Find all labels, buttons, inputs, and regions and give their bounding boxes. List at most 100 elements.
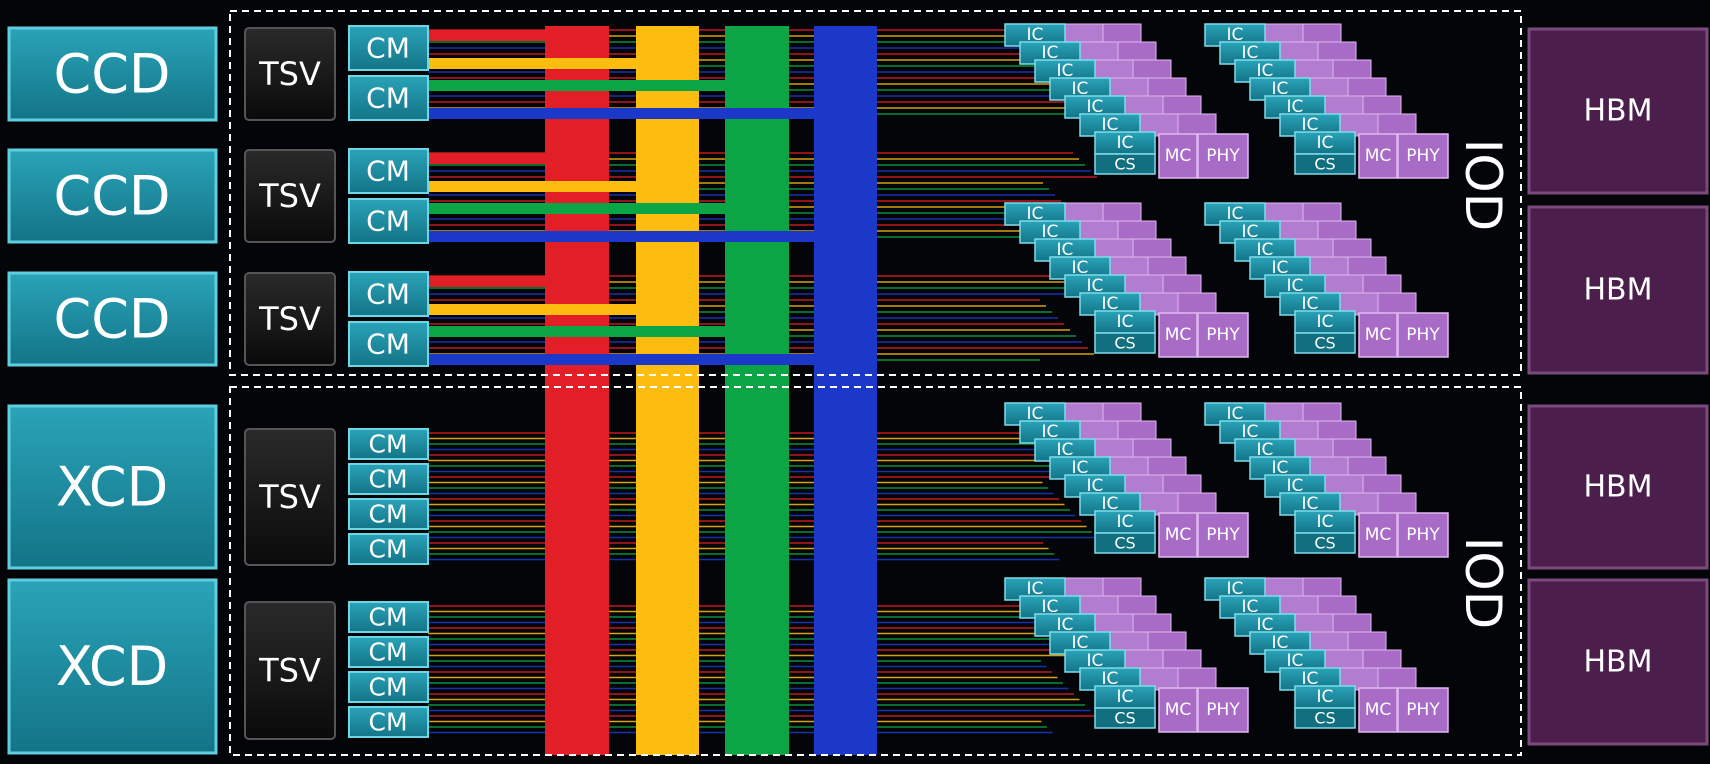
ic-label: IC xyxy=(1117,133,1134,153)
cm-label: CM xyxy=(366,155,410,188)
mc-label: MC xyxy=(1165,525,1192,545)
mc-label: MC xyxy=(1365,525,1392,545)
ic-label: IC xyxy=(1072,458,1089,478)
die-label: XCD xyxy=(56,635,168,698)
ic-label: IC xyxy=(1257,440,1274,460)
ic-label: IC xyxy=(1302,494,1319,514)
ic-label: IC xyxy=(1027,25,1044,45)
cm-label: CM xyxy=(366,32,410,65)
ic-label: IC xyxy=(1042,43,1059,63)
cs-label: CS xyxy=(1314,534,1335,553)
cm-label: CM xyxy=(368,535,407,564)
ic-label: IC xyxy=(1027,404,1044,424)
die-box xyxy=(7,271,218,367)
cs-box xyxy=(1094,153,1156,175)
ic-label: IC xyxy=(1242,43,1259,63)
phy-label: PHY xyxy=(1406,700,1440,720)
iod-boundary xyxy=(229,386,1522,756)
cm-box xyxy=(348,533,429,565)
cm-box xyxy=(348,25,429,71)
ic-label: IC xyxy=(1272,258,1289,278)
phy-label: PHY xyxy=(1206,700,1240,720)
cache-slice xyxy=(1177,492,1217,516)
tsv-box xyxy=(244,428,336,566)
bus-bar xyxy=(725,26,789,755)
ic-label: IC xyxy=(1272,458,1289,478)
wire-stubs xyxy=(428,30,845,365)
die-label: XCD xyxy=(56,456,168,519)
cs-label: CS xyxy=(1114,534,1135,553)
tsv-box xyxy=(244,27,336,121)
ic-label: IC xyxy=(1317,312,1334,332)
hbm-box xyxy=(1527,205,1709,375)
mc-label: MC xyxy=(1365,700,1392,720)
mc-label: MC xyxy=(1365,146,1392,166)
wire-stub xyxy=(428,326,757,337)
tsv-box xyxy=(244,601,336,740)
hbm-box xyxy=(1527,27,1709,195)
ic-label: IC xyxy=(1072,79,1089,99)
cm-label: CM xyxy=(366,328,410,361)
mc-box xyxy=(1158,687,1198,733)
ic-label: IC xyxy=(1117,312,1134,332)
die-label: CCD xyxy=(54,43,171,106)
die-label: CCD xyxy=(54,165,171,228)
die-label: CCD xyxy=(54,288,171,351)
ic-label: IC xyxy=(1227,25,1244,45)
cs-box xyxy=(1094,332,1156,354)
tsv-label: TSV xyxy=(258,177,321,215)
die-box xyxy=(7,148,218,244)
cm-label: CM xyxy=(368,603,407,632)
cm-label: CM xyxy=(366,82,410,115)
ic-label: IC xyxy=(1087,476,1104,496)
bus-bar xyxy=(545,26,609,755)
phy-label: PHY xyxy=(1206,146,1240,166)
ic-label: IC xyxy=(1287,651,1304,671)
hbm-label: HBM xyxy=(1583,273,1652,308)
ic-label: IC xyxy=(1087,276,1104,296)
cache-slice xyxy=(1377,492,1417,516)
cm-box xyxy=(348,321,429,367)
ic-label: IC xyxy=(1317,687,1334,707)
mc-box xyxy=(1358,687,1398,733)
cm-box xyxy=(348,198,429,244)
cache-slice xyxy=(1377,667,1417,691)
cs-box xyxy=(1294,532,1356,554)
mc-label: MC xyxy=(1365,325,1392,345)
tsv-box xyxy=(244,149,336,243)
ic-label: IC xyxy=(1242,222,1259,242)
cache-slice xyxy=(1177,292,1217,316)
ic-label: IC xyxy=(1302,115,1319,135)
phy-box xyxy=(1397,133,1449,179)
ic-label: IC xyxy=(1057,615,1074,635)
ic-label: IC xyxy=(1227,404,1244,424)
cache-slice xyxy=(1377,292,1417,316)
mc-box xyxy=(1158,312,1198,358)
cs-box xyxy=(1294,707,1356,729)
bus-bar xyxy=(636,26,699,755)
cm-box xyxy=(348,428,429,460)
ic-label: IC xyxy=(1102,669,1119,689)
wire-stub xyxy=(428,181,667,192)
bus-bars xyxy=(545,26,877,755)
ic-label: IC xyxy=(1087,651,1104,671)
ic-label: IC xyxy=(1117,687,1134,707)
bus-bar xyxy=(814,26,877,755)
cm-box xyxy=(348,271,429,317)
cm-box xyxy=(348,498,429,530)
cm-label: CM xyxy=(366,205,410,238)
cache-slice xyxy=(1177,113,1217,137)
die-box xyxy=(7,26,218,122)
mc-box xyxy=(1158,512,1198,558)
ic-label: IC xyxy=(1302,294,1319,314)
cm-label: CM xyxy=(368,500,407,529)
cm-box xyxy=(348,636,429,668)
cs-box xyxy=(1094,707,1156,729)
wire-stub xyxy=(428,203,757,214)
ic-label: IC xyxy=(1102,115,1119,135)
ic-label: IC xyxy=(1042,597,1059,617)
wire-stub xyxy=(428,153,577,164)
ic-label: IC xyxy=(1072,258,1089,278)
